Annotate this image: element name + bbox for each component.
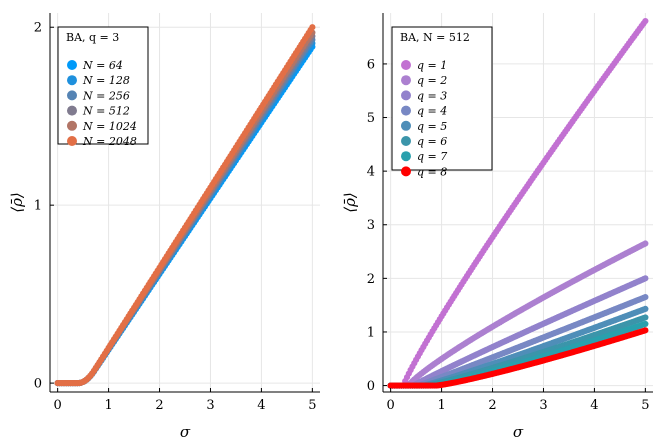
x-tick-label: 1 — [104, 398, 112, 413]
legend-marker — [67, 105, 77, 116]
legend-marker — [401, 166, 411, 177]
legend-marker — [67, 60, 77, 70]
x-tick-label: 3 — [206, 398, 214, 413]
x-tick-label: 0 — [387, 398, 395, 413]
y-tick-label: 6 — [367, 57, 375, 72]
y-tick-label: 2 — [367, 272, 375, 287]
legend-marker — [401, 90, 411, 101]
legend-marker — [401, 151, 411, 162]
series-q-8 — [387, 327, 649, 389]
y-tick-label: 0 — [367, 379, 375, 394]
legend-entry: q = 8 — [417, 165, 447, 178]
y-tick-label: 0 — [34, 377, 42, 392]
data-point — [642, 327, 649, 334]
legend-entry: N = 512 — [82, 105, 130, 118]
data-point — [309, 24, 316, 31]
legend-entry: N = 256 — [82, 89, 130, 102]
left-panel: 0 1 2 3 4 5 0 1 2 σ ⟨ρ̄⟩ BA, q = 3 N = 64 N = 128 N = … — [8, 13, 320, 441]
legend-marker — [401, 136, 411, 146]
legend-entry: N = 1024 — [82, 120, 137, 133]
legend-entry: N = 64 — [82, 59, 123, 72]
legend: BA, N = 512 q = 1 q = 2 q = 3 q = 4 q = 5 q = … — [391, 26, 493, 178]
x-tick-label: 2 — [155, 398, 163, 413]
legend-entry: q = 1 — [417, 59, 447, 72]
x-tick-label: 5 — [308, 398, 316, 413]
legend-marker — [67, 75, 77, 86]
legend-title: BA, q = 3 — [66, 31, 119, 44]
series-q-2 — [387, 240, 649, 389]
y-tick-label: 2 — [34, 21, 42, 36]
right-panel: 0 1 2 3 4 5 0 1 2 3 4 5 6 σ ⟨ρ̄⟩ BA, N = 512 q = 1 q = 2 q… — [341, 13, 653, 441]
data-point — [642, 240, 649, 247]
data-point — [642, 314, 649, 321]
data-point — [642, 17, 649, 25]
data-point — [642, 294, 649, 301]
legend-marker — [401, 75, 411, 86]
y-axis-label: ⟨ρ̄⟩ — [8, 192, 26, 213]
y-tick-label: 1 — [34, 199, 42, 214]
legend-entry: q = 6 — [417, 135, 447, 148]
legend-marker — [401, 120, 411, 131]
y-tick-label: 3 — [367, 218, 375, 233]
x-axis-label: σ — [180, 423, 191, 441]
legend-marker — [401, 105, 411, 116]
x-tick-label: 4 — [257, 398, 265, 413]
data-point — [642, 305, 649, 313]
legend-entry: q = 2 — [417, 74, 447, 87]
data-point — [642, 320, 649, 328]
legend-marker — [67, 136, 77, 146]
y-tick-label: 4 — [367, 165, 375, 180]
x-tick-label: 1 — [437, 398, 445, 413]
x-tick-label: 2 — [488, 398, 496, 413]
y-tick-label: 1 — [367, 325, 375, 340]
legend-entry: q = 4 — [417, 105, 447, 118]
legend-entry: N = 2048 — [82, 135, 137, 148]
legend: BA, q = 3 N = 64 N = 128 N = 256 N = 512 N = … — [57, 26, 149, 148]
y-axis-label: ⟨ρ̄⟩ — [341, 192, 359, 213]
x-axis-label: σ — [513, 423, 524, 441]
x-tick-label: 5 — [641, 398, 649, 413]
x-tick-label: 4 — [590, 398, 598, 413]
legend-marker — [67, 120, 77, 131]
x-tick-label: 3 — [539, 398, 547, 413]
legend-entry: q = 7 — [417, 150, 447, 163]
series-n-2048 — [54, 24, 316, 387]
legend-title: BA, N = 512 — [400, 31, 470, 44]
data-point — [642, 275, 649, 282]
legend-entry: q = 5 — [417, 120, 447, 133]
legend-entry: q = 3 — [417, 89, 447, 102]
legend-marker — [67, 90, 77, 101]
y-tick-label: 5 — [367, 111, 375, 126]
legend-marker — [401, 60, 411, 70]
legend-entry: N = 128 — [82, 74, 130, 87]
x-tick-label: 0 — [54, 398, 62, 413]
